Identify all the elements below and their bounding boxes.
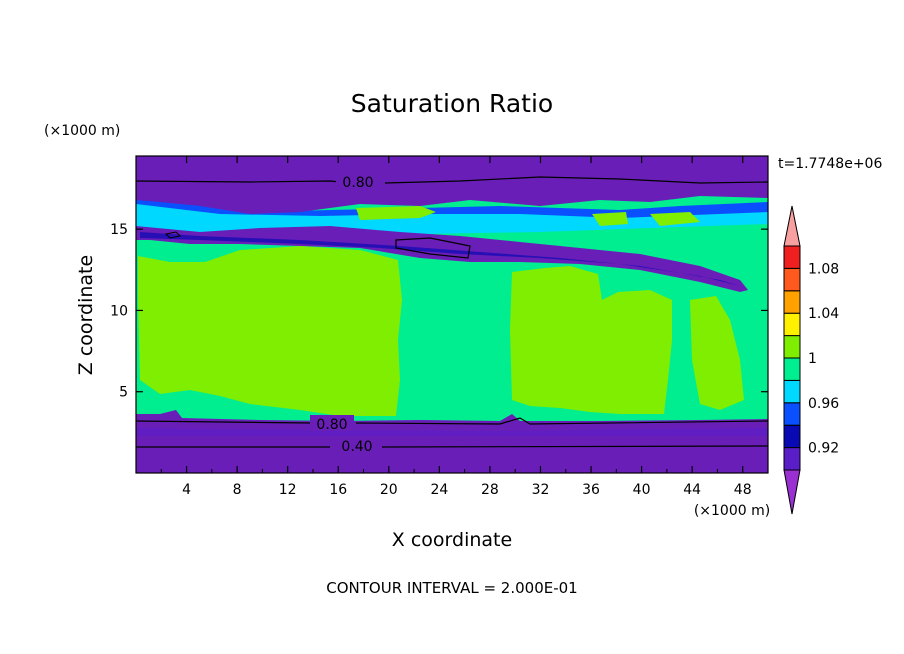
colorbar: 0.92 0.96 1 1.04 1.08 [783, 205, 839, 515]
x-tick-label-1: 8 [233, 482, 242, 498]
y-tick-label-2: 15 [110, 222, 128, 238]
colorbar-swatch-7 [783, 290, 801, 314]
x-tick-label-5: 24 [430, 482, 448, 498]
contour-line-lower-0.40 [136, 445, 768, 448]
contour-line-small [164, 231, 182, 239]
colorbar-swatch-0 [783, 447, 801, 471]
contour-interval-footer: CONTOUR INTERVAL = 2.000E-01 [326, 579, 577, 597]
region-upper-patch-2 [592, 212, 628, 226]
x-tick-label-11: 48 [734, 482, 752, 498]
x-tick-label-9: 40 [633, 482, 651, 498]
colorbar-swatch-5 [783, 335, 801, 359]
contour-label-bg-2 [310, 415, 354, 431]
x-axis-label: X coordinate [392, 529, 512, 551]
x-tick-label-10: 44 [683, 482, 701, 498]
colorbar-swatch-3 [783, 379, 801, 404]
y-unit-label: (×1000 m) [44, 123, 120, 139]
contour-line-upper-0.80 [136, 176, 768, 184]
plot-frame [135, 155, 769, 474]
colorbar-label-0: 0.92 [808, 441, 839, 457]
y-axis: 5 10 15 [110, 222, 768, 401]
x-tick-label-8: 36 [582, 482, 600, 498]
contour-label-bg-3 [334, 439, 380, 455]
x-axis: 4 8 12 16 20 24 28 32 36 40 44 48 [160, 156, 752, 498]
x-tick-label-7: 32 [532, 482, 550, 498]
colorbar-label-3: 1.04 [808, 306, 839, 322]
colorbar-swatch-9 [783, 245, 801, 269]
contour-label-3: 0.40 [341, 439, 372, 455]
x-tick-label-4: 20 [380, 482, 398, 498]
y-tick-label-0: 5 [119, 385, 128, 401]
time-label: t=1.7748e+06 [778, 156, 882, 172]
y-tick-label-1: 10 [110, 303, 128, 319]
plot-area [136, 156, 768, 473]
region-upper-patch-1 [356, 206, 436, 220]
colorbar-label-2: 1 [808, 351, 817, 367]
region-cloud-column-right2 [690, 296, 744, 410]
x-tick-label-6: 28 [481, 482, 499, 498]
x-unit-label: (×1000 m) [694, 503, 770, 519]
region-cloud-column-left [138, 246, 402, 416]
colorbar-swatch-8 [783, 267, 801, 292]
contour-label-bg-1 [336, 172, 380, 188]
colorbar-label-1: 0.96 [808, 396, 839, 412]
region-dry-tongue-edge [140, 232, 740, 286]
colorbar-swatch-1 [783, 424, 801, 449]
contour-label-1: 0.80 [342, 175, 373, 191]
contour-label-2: 0.80 [316, 417, 347, 433]
region-upper-patch-3 [650, 212, 700, 226]
colorbar-lower-arrow [783, 469, 801, 515]
x-tick-label-2: 12 [279, 482, 297, 498]
region-cloud-column-right [510, 266, 672, 414]
colorbar-swatch-2 [783, 402, 801, 426]
region-lower-dry-layer [136, 410, 768, 473]
x-tick-label-3: 16 [329, 482, 347, 498]
contour-line-dry-core [395, 237, 471, 259]
colorbar-swatch-6 [783, 312, 801, 337]
chart-title: Saturation Ratio [351, 89, 553, 118]
colorbar-swatch-4 [783, 357, 801, 381]
region-upper-dry-layer [136, 156, 768, 214]
colorbar-label-4: 1.08 [808, 261, 839, 277]
contour-labels: 0.80 0.80 0.40 [310, 172, 380, 455]
x-tick-label-0: 4 [182, 482, 191, 498]
region-lower-dry-core [136, 428, 768, 436]
contour-line-lower-0.80 [136, 417, 768, 425]
y-axis-label: Z coordinate [75, 255, 97, 375]
colorbar-upper-arrow [783, 205, 801, 247]
